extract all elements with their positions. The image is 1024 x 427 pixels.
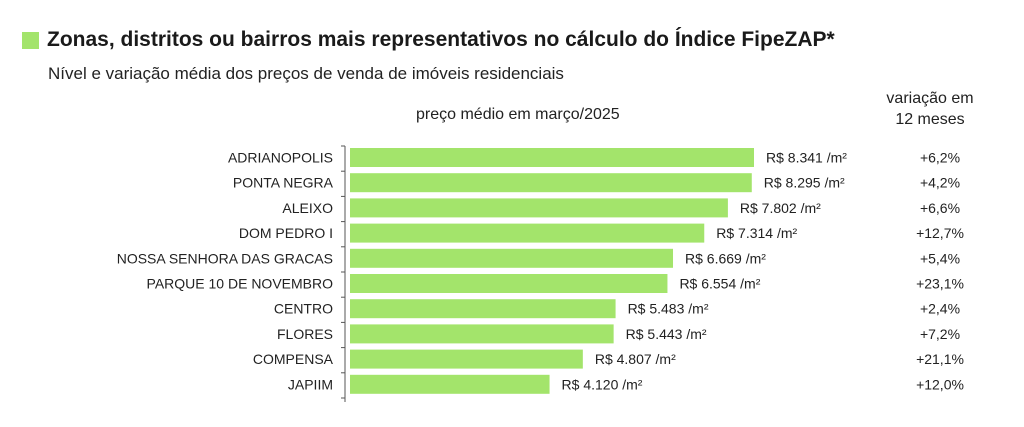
- value-label: R$ 5.443 /m²: [626, 326, 707, 342]
- category-label: ALEIXO: [282, 200, 333, 216]
- bar: [350, 148, 754, 167]
- category-label: ADRIANOPOLIS: [228, 150, 333, 166]
- value-label: R$ 4.120 /m²: [562, 376, 643, 392]
- value-label: R$ 7.314 /m²: [716, 225, 797, 241]
- variation-header-line2: 12 meses: [895, 111, 965, 128]
- category-label: NOSSA SENHORA DAS GRACAS: [117, 250, 333, 266]
- bar: [350, 173, 752, 193]
- bar: [350, 374, 550, 394]
- bar: [350, 349, 583, 369]
- variation-label: +23,1%: [916, 276, 964, 292]
- chart-title: Zonas, distritos ou bairros mais represe…: [47, 28, 835, 51]
- variation-label: +12,0%: [916, 376, 964, 392]
- variation-label: +21,1%: [916, 351, 964, 367]
- category-label: JAPIIM: [288, 376, 333, 392]
- value-label: R$ 8.295 /m²: [764, 175, 845, 191]
- variation-label: +7,2%: [920, 326, 960, 342]
- variation-label: +6,6%: [920, 200, 960, 216]
- variation-label: +4,2%: [920, 175, 960, 191]
- category-label: COMPENSA: [253, 351, 334, 367]
- value-label: R$ 8.341 /m²: [766, 150, 847, 166]
- variation-label: +5,4%: [920, 250, 960, 266]
- price-column-header: preço médio em março/2025: [416, 106, 620, 123]
- category-label: PONTA NEGRA: [233, 175, 334, 191]
- category-label: FLORES: [277, 326, 333, 342]
- value-label: R$ 5.483 /m²: [628, 301, 709, 317]
- category-label: CENTRO: [274, 301, 333, 317]
- value-label: R$ 4.807 /m²: [595, 351, 676, 367]
- variation-label: +2,4%: [920, 301, 960, 317]
- variation-label: +12,7%: [916, 225, 964, 241]
- bar: [350, 223, 705, 243]
- category-label: PARQUE 10 DE NOVEMBRO: [147, 276, 334, 292]
- bar: [350, 248, 674, 268]
- bar: [350, 198, 728, 218]
- variation-column-header: variação em 12 meses: [870, 88, 990, 130]
- value-label: R$ 7.802 /m²: [740, 200, 821, 216]
- chart-subtitle: Nível e variação média dos preços de ven…: [48, 64, 564, 83]
- bar: [350, 299, 616, 319]
- category-label: DOM PEDRO I: [239, 225, 333, 241]
- legend-square-icon: [22, 31, 39, 49]
- title-row: Zonas, distritos ou bairros mais represe…: [22, 28, 835, 52]
- value-label: R$ 6.554 /m²: [679, 276, 760, 292]
- bar: [350, 324, 614, 344]
- value-label: R$ 6.669 /m²: [685, 250, 766, 266]
- variation-label: +6,2%: [920, 150, 960, 166]
- bar: [350, 274, 668, 293]
- variation-header-line1: variação em: [886, 90, 974, 107]
